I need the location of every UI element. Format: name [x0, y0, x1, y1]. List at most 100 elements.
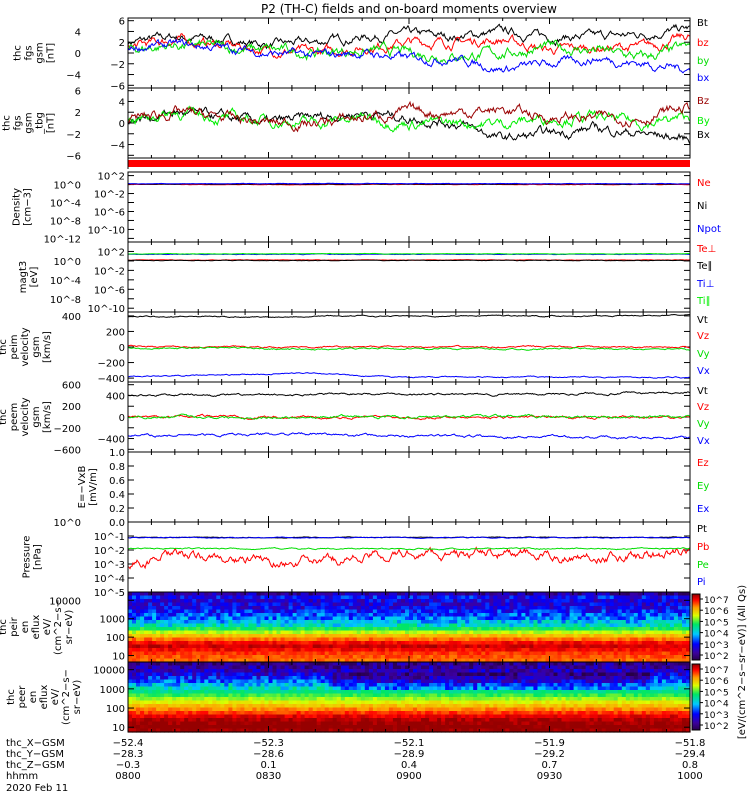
- spectrogram-cell: [473, 630, 478, 635]
- spectrogram-cell: [649, 686, 655, 691]
- spectrogram-cell: [224, 676, 229, 681]
- spectrogram-cell: [340, 627, 346, 632]
- spectrogram-cell: [625, 627, 631, 632]
- spectrogram-cell: [397, 672, 402, 677]
- spectrogram-cell: [148, 644, 153, 649]
- spectrogram-cell: [673, 637, 679, 642]
- spectrogram-cell: [316, 651, 322, 656]
- spectrogram-cell: [328, 630, 334, 635]
- spectrogram-cell: [645, 658, 651, 663]
- spectrogram-cell: [288, 609, 294, 614]
- spectrogram-cell: [417, 644, 422, 649]
- spectrogram-cell: [441, 637, 446, 642]
- spectrogram-cell: [629, 613, 635, 618]
- spectrogram-cell: [224, 595, 229, 600]
- spectrogram-cell: [686, 599, 691, 604]
- spectrogram-cell: [352, 644, 358, 649]
- spectrogram-cell: [493, 683, 498, 688]
- spectrogram-cell: [553, 641, 559, 646]
- spectrogram-cell: [629, 651, 635, 656]
- spectrogram-cell: [176, 620, 181, 625]
- spectrogram-cell: [601, 641, 607, 646]
- spectrogram-cell: [148, 655, 153, 660]
- spectrogram-cell: [380, 651, 386, 656]
- spectrogram-cell: [641, 602, 647, 607]
- spectrogram-cell: [216, 609, 221, 614]
- spectrogram-cell: [473, 620, 478, 625]
- spectrogram-cell: [569, 655, 575, 660]
- y-tick-label: 10^-4: [50, 276, 81, 287]
- spectrogram-cell: [268, 595, 274, 600]
- spectrogram-cell: [260, 620, 266, 625]
- spectrogram-cell: [356, 651, 362, 656]
- spectrogram-cell: [268, 613, 274, 618]
- spectrogram-cell: [617, 641, 623, 646]
- spectrogram-cell: [585, 669, 591, 674]
- spectrogram-cell: [541, 602, 547, 607]
- spectrogram-cell: [208, 690, 213, 695]
- spectrogram-cell: [360, 690, 366, 695]
- spectrogram-cell: [457, 679, 462, 684]
- spectrogram-cell: [132, 665, 137, 670]
- spectrogram-cell: [509, 672, 514, 677]
- spectrogram-cell: [641, 676, 647, 681]
- spectrogram-cell: [240, 627, 245, 632]
- spectrogram-cell: [168, 662, 173, 667]
- spectrogram-cell: [433, 623, 438, 628]
- spectrogram-cell: [308, 655, 314, 660]
- spectrogram-cell: [368, 672, 374, 677]
- spectrogram-cell: [625, 644, 631, 649]
- spectrogram-cell: [497, 616, 502, 621]
- spectrogram-cell: [409, 648, 414, 653]
- spectrogram-cell: [128, 676, 133, 681]
- spectrogram-cell: [409, 620, 414, 625]
- spectrogram-cell: [625, 599, 631, 604]
- spectrogram-cell: [240, 658, 245, 663]
- spectrogram-cell: [252, 644, 257, 649]
- spectrogram-cell: [509, 634, 514, 639]
- spectrogram-cell: [368, 599, 374, 604]
- spectrogram-cell: [340, 690, 346, 695]
- spectrogram-cell: [324, 686, 330, 691]
- spectrogram-cell: [148, 602, 153, 607]
- spectrogram-cell: [304, 676, 310, 681]
- spectrogram-cell: [413, 637, 418, 642]
- spectrogram-cell: [144, 690, 149, 695]
- spectrogram-cell: [292, 613, 298, 618]
- spectrogram-cell: [529, 641, 534, 646]
- spectrogram-cell: [244, 648, 249, 653]
- legend-Pe: Pe: [697, 560, 709, 571]
- spectrogram-cell: [441, 609, 446, 614]
- spectrogram-cell: [364, 616, 370, 621]
- spectrogram-cell: [545, 676, 551, 681]
- spectrogram-cell: [216, 648, 221, 653]
- spectrogram-cell: [152, 669, 157, 674]
- spectrogram-cell: [288, 651, 294, 656]
- spectrogram-cell: [240, 620, 245, 625]
- spectrogram-cell: [148, 620, 153, 625]
- spectrogram-cell: [657, 595, 663, 600]
- spectrogram-cell: [609, 606, 615, 611]
- spectrogram-cell: [348, 665, 354, 670]
- spectrogram-cell: [280, 669, 286, 674]
- legend-Vt: Vt: [697, 386, 708, 397]
- spectrogram-cell: [128, 641, 133, 646]
- spectrogram-cell: [421, 669, 426, 674]
- spectrogram-cell: [621, 613, 627, 618]
- spectrogram-cell: [617, 672, 623, 677]
- spectrogram-cell: [320, 651, 326, 656]
- spectrogram-cell: [284, 634, 290, 639]
- spectrogram-cell: [280, 686, 286, 691]
- spectrogram-cell: [645, 683, 651, 688]
- spectrogram-cell: [160, 641, 165, 646]
- spectrogram-cell: [557, 648, 563, 653]
- spectrogram-cell: [505, 690, 510, 695]
- spectrogram-cell: [513, 616, 518, 621]
- spectrogram-cell: [561, 655, 567, 660]
- spectrogram-cell: [196, 669, 201, 674]
- spectrogram-cell: [288, 616, 294, 621]
- spectrogram-cell: [216, 602, 221, 607]
- spectrogram-cell: [573, 679, 579, 684]
- spectrogram-cell: [384, 669, 390, 674]
- spectrogram-cell: [212, 644, 217, 649]
